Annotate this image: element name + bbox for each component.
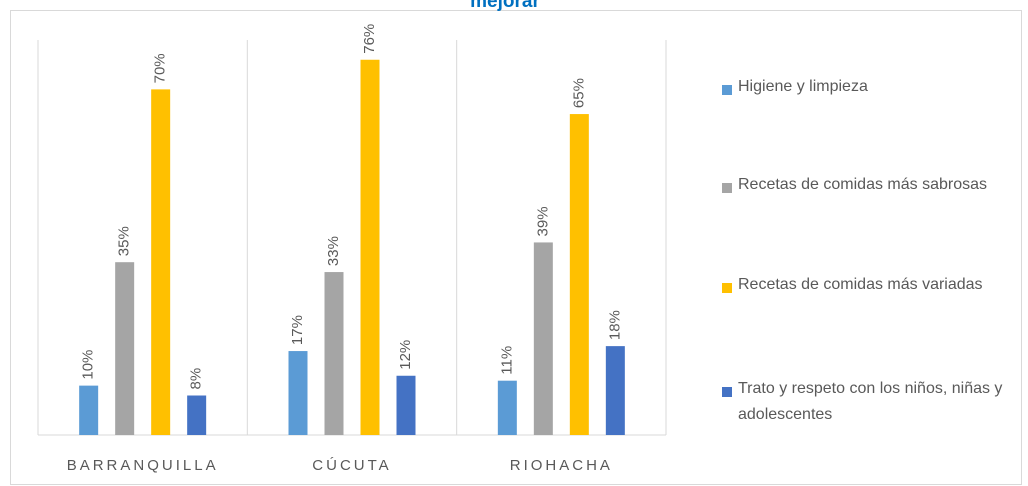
bar	[187, 395, 207, 435]
x-tick-label: BARRANQUILLA	[67, 457, 219, 474]
bar	[115, 262, 135, 435]
legend-swatch	[722, 387, 732, 397]
bar	[79, 385, 99, 435]
chart-frame	[10, 10, 1022, 485]
bar	[533, 242, 553, 435]
bar	[360, 59, 380, 435]
value-label: 65%	[570, 78, 587, 108]
chart-title: mejorar	[470, 0, 540, 12]
bar	[324, 272, 344, 435]
legend-swatch	[722, 183, 732, 193]
value-label: 39%	[534, 206, 551, 236]
legend-swatch	[722, 85, 732, 95]
legend-label: Recetas de comidas más sabrosas	[738, 176, 987, 193]
legend-item: Recetas de comidas más sabrosas	[722, 176, 1022, 198]
value-label: 35%	[116, 226, 133, 256]
value-label: 11%	[498, 346, 515, 375]
legend-item: Recetas de comidas más variadas	[722, 276, 1022, 298]
legend-label: Higiene y limpieza	[738, 78, 868, 95]
value-label: 33%	[325, 236, 342, 266]
bar	[288, 351, 308, 435]
legend-item: Trato y respeto con los niños, niñas y a…	[722, 380, 1022, 428]
value-label: 17%	[289, 315, 306, 345]
value-label: 76%	[361, 24, 378, 54]
bar	[151, 89, 171, 435]
legend-swatch	[722, 283, 732, 293]
bar	[569, 114, 589, 435]
value-label: 12%	[397, 340, 414, 370]
value-label: 8%	[188, 368, 205, 390]
legend-label: Trato y respeto con los niños, niñas y a…	[738, 380, 1003, 423]
value-label: 18%	[606, 310, 623, 340]
x-tick-label: CÚCUTA	[312, 457, 391, 474]
x-tick-label: RIOHACHA	[510, 457, 613, 474]
value-label: 70%	[152, 53, 169, 83]
bar	[605, 346, 625, 435]
legend-label: Recetas de comidas más variadas	[738, 276, 983, 293]
legend-item: Higiene y limpieza	[722, 78, 1022, 100]
bar	[497, 380, 517, 435]
bar	[396, 375, 416, 435]
value-label: 10%	[80, 350, 97, 380]
